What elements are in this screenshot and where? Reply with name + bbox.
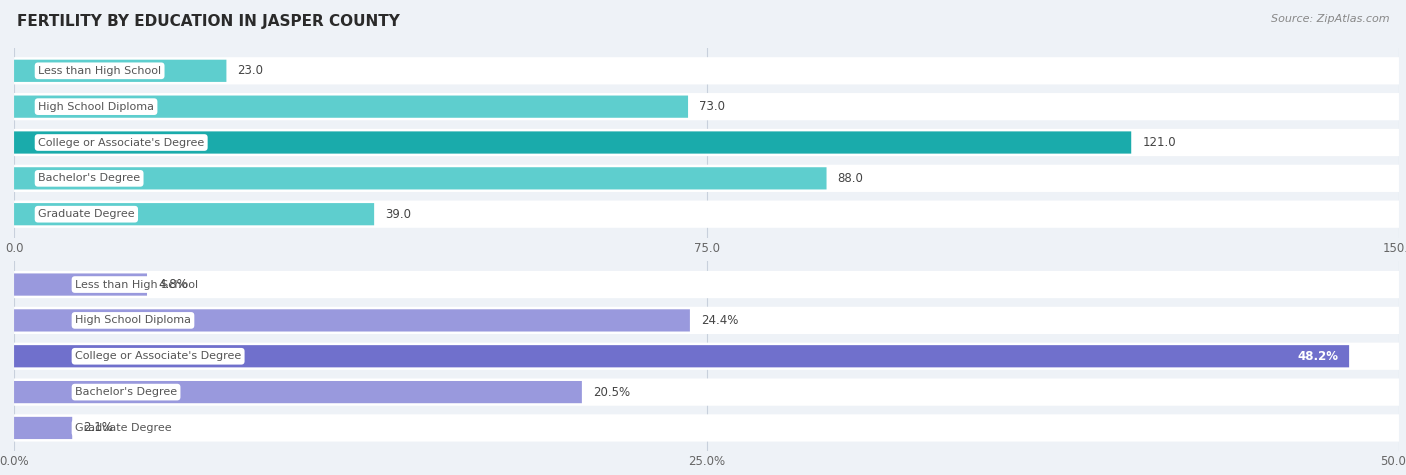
FancyBboxPatch shape: [14, 57, 1399, 85]
FancyBboxPatch shape: [14, 93, 1399, 120]
Text: Bachelor's Degree: Bachelor's Degree: [75, 387, 177, 397]
Text: Less than High School: Less than High School: [75, 280, 198, 290]
Text: College or Associate's Degree: College or Associate's Degree: [38, 137, 204, 148]
Text: 2.1%: 2.1%: [83, 421, 112, 435]
FancyBboxPatch shape: [14, 379, 1399, 406]
FancyBboxPatch shape: [14, 95, 688, 118]
FancyBboxPatch shape: [14, 307, 1399, 334]
Text: 48.2%: 48.2%: [1296, 350, 1339, 363]
FancyBboxPatch shape: [14, 129, 1399, 156]
FancyBboxPatch shape: [14, 165, 1399, 192]
Text: Graduate Degree: Graduate Degree: [75, 423, 172, 433]
FancyBboxPatch shape: [14, 200, 1399, 228]
Text: 39.0: 39.0: [385, 208, 411, 221]
Text: High School Diploma: High School Diploma: [38, 102, 155, 112]
Text: 20.5%: 20.5%: [593, 386, 630, 399]
Text: College or Associate's Degree: College or Associate's Degree: [75, 351, 242, 361]
FancyBboxPatch shape: [14, 417, 72, 439]
Text: FERTILITY BY EDUCATION IN JASPER COUNTY: FERTILITY BY EDUCATION IN JASPER COUNTY: [17, 14, 399, 29]
FancyBboxPatch shape: [14, 274, 148, 295]
Text: High School Diploma: High School Diploma: [75, 315, 191, 325]
FancyBboxPatch shape: [14, 60, 226, 82]
Text: Graduate Degree: Graduate Degree: [38, 209, 135, 219]
Text: Less than High School: Less than High School: [38, 66, 162, 76]
FancyBboxPatch shape: [14, 342, 1399, 370]
Text: 24.4%: 24.4%: [702, 314, 738, 327]
Text: 4.8%: 4.8%: [157, 278, 188, 291]
Text: Bachelor's Degree: Bachelor's Degree: [38, 173, 141, 183]
Text: 23.0: 23.0: [238, 64, 263, 77]
FancyBboxPatch shape: [14, 271, 1399, 298]
FancyBboxPatch shape: [14, 381, 582, 403]
Text: 121.0: 121.0: [1142, 136, 1175, 149]
FancyBboxPatch shape: [14, 414, 1399, 442]
FancyBboxPatch shape: [14, 203, 374, 225]
FancyBboxPatch shape: [14, 345, 1350, 367]
Text: 73.0: 73.0: [699, 100, 725, 113]
FancyBboxPatch shape: [14, 132, 1132, 153]
FancyBboxPatch shape: [14, 167, 827, 190]
Text: 88.0: 88.0: [838, 172, 863, 185]
FancyBboxPatch shape: [14, 309, 690, 332]
Text: Source: ZipAtlas.com: Source: ZipAtlas.com: [1271, 14, 1389, 24]
